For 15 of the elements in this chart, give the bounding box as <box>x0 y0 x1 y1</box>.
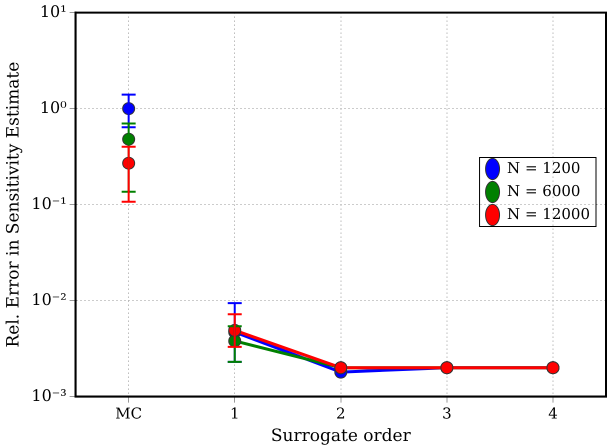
legend-label: N = 1200 <box>507 158 580 177</box>
y-tick-label: 10¹ <box>40 2 67 21</box>
legend-label: N = 12000 <box>507 204 590 223</box>
x-tick-label: 3 <box>442 404 452 422</box>
x-tick-label: 1 <box>230 404 240 422</box>
y-axis-title: Rel. Error in Sensitivity Estimate <box>4 62 24 348</box>
x-tick-label: 4 <box>548 404 558 422</box>
y-tick-label: 10⁻¹ <box>31 194 67 213</box>
legend-label: N = 6000 <box>507 182 580 200</box>
y-tick-label: 10⁻³ <box>31 386 67 405</box>
x-tick-label: MC <box>115 404 142 422</box>
y-tick-label: 10⁻² <box>31 290 67 309</box>
x-tick-label: 2 <box>336 404 346 422</box>
x-axis-title: Surrogate order <box>270 426 412 446</box>
y-tick-label: 10⁰ <box>40 98 67 117</box>
